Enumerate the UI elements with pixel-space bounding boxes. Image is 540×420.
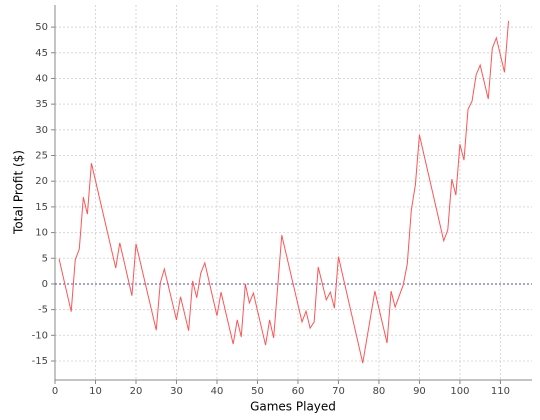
data-line	[58, 20, 510, 364]
y-tick-label: 20	[35, 176, 48, 187]
y-tick-label: 35	[35, 99, 48, 110]
x-tick-label: 50	[251, 386, 264, 397]
x-tick-label: 80	[373, 386, 386, 397]
y-tick-label: 15	[35, 202, 48, 213]
y-tick-label: -5	[38, 305, 48, 316]
y-axis-label: Total Profit ($)	[12, 150, 26, 235]
y-tick-label: -15	[32, 356, 48, 367]
x-tick-label: 40	[211, 386, 224, 397]
y-tick-label: 30	[35, 125, 48, 136]
y-tick-label: 40	[35, 73, 48, 84]
y-tick-label: 50	[35, 22, 48, 33]
x-tick-label: 110	[491, 386, 510, 397]
x-tick-label: 10	[89, 386, 102, 397]
x-tick-label: 100	[450, 386, 469, 397]
x-axis-label: Games Played	[250, 400, 336, 414]
x-tick-label: 20	[130, 386, 143, 397]
y-tick-label: 10	[35, 228, 48, 239]
x-tick-label: 70	[332, 386, 345, 397]
y-tick-label: 5	[42, 253, 48, 264]
x-tick-label: 60	[292, 386, 305, 397]
y-tick-label: -10	[32, 330, 48, 341]
y-tick-label: 45	[35, 48, 48, 59]
y-tick-label: 0	[42, 279, 48, 290]
x-tick-label: 30	[170, 386, 183, 397]
x-tick-label: 0	[52, 386, 58, 397]
y-tick-label: 25	[35, 151, 48, 162]
x-tick-label: 90	[413, 386, 426, 397]
